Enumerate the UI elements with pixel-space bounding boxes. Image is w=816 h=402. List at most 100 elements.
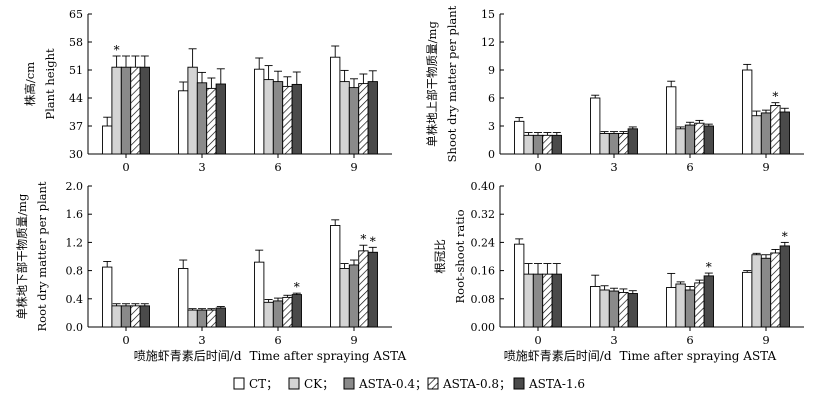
- x-tick-label: 6: [686, 333, 693, 347]
- bar-asta-0-4-day-9: [348, 87, 360, 155]
- bar-asta-0-4-day-0: [532, 134, 544, 155]
- y-tick-label: 15: [481, 8, 495, 21]
- y-axis-title-zh: 根冠比: [433, 239, 447, 274]
- bar-asta-1-6-day-0: [551, 134, 562, 155]
- legend-label-ck: CK；: [304, 377, 334, 391]
- y-tick-label: 0.24: [471, 236, 496, 249]
- y-axis-title-en: Root dry matter per plant: [35, 181, 49, 331]
- chart-plant-height: 30 37 44 51 58 65 0 3 6 9 * 株高/cm Plant height: [23, 8, 392, 174]
- bar-ct-day-9: [742, 69, 753, 155]
- bar-ct-day-3: [178, 90, 189, 155]
- y-axis-title-zh: 单株地下部干物质量/mg: [15, 193, 29, 319]
- legend-swatch-asta-1-6: [513, 377, 525, 390]
- x-tick-label: 9: [350, 160, 357, 174]
- y-axis-title-zh: 单株地上部干物质量/mg: [425, 21, 439, 147]
- x-tick-label: 0: [122, 160, 129, 174]
- bar-ck-day-3: [187, 309, 198, 328]
- bar-asta-0-8-day-3: [206, 309, 217, 328]
- bar-ct-day-0: [102, 266, 113, 328]
- bar-asta-0-4-day-9: [760, 112, 772, 155]
- y-tick-label: 51: [69, 64, 83, 77]
- bar-asta-0-4-day-3: [196, 82, 208, 155]
- bar-asta-0-8-day-9: [358, 250, 369, 328]
- significance-mark: *: [782, 229, 788, 243]
- significance-mark: *: [370, 234, 376, 248]
- x-tick-label: 0: [534, 333, 541, 347]
- bar-ck-day-0: [523, 273, 534, 328]
- bar-ck-day-0: [111, 66, 122, 155]
- bar-ct-day-6: [254, 68, 265, 155]
- bar-asta-1-6-day-0: [551, 273, 562, 328]
- bar-asta-0-8-day-9: [770, 252, 781, 328]
- bar-asta-1-6-day-3: [627, 293, 638, 328]
- y-tick-label: 0.08: [471, 293, 496, 306]
- x-tick-label: 0: [534, 160, 541, 174]
- chart-root-shoot-ratio: 0.00 0.08 0.16 0.24 0.32 0.40 0 3 6 9 * * 根冠比 Root-sh…: [433, 180, 804, 347]
- x-axis-label-left: 喷施虾青素后时间/d Time after spraying ASTA: [134, 349, 407, 363]
- bar-ck-day-9: [751, 115, 762, 155]
- y-tick-label: 0.16: [471, 265, 496, 278]
- bar-asta-1-6-day-9: [367, 251, 378, 328]
- bar-ct-day-0: [102, 125, 113, 155]
- y-tick-label: 0: [488, 148, 495, 161]
- bar-ck-day-0: [111, 305, 122, 328]
- y-axis-title-en: Plant height: [43, 48, 57, 120]
- legend: CT； CK； ASTA-0.4； ASTA-0.8； ASTA-1.6: [233, 377, 585, 391]
- bar-asta-0-8-day-3: [618, 292, 629, 328]
- bar-asta-0-8-day-6: [282, 296, 293, 328]
- bar-asta-1-6-day-3: [215, 83, 226, 155]
- legend-swatch-asta-0-8: [427, 377, 439, 390]
- bar-asta-0-4-day-6: [272, 81, 284, 155]
- y-axis-title-zh: 株高/cm: [23, 62, 37, 106]
- bar-asta-0-8-day-0: [542, 273, 553, 328]
- bar-asta-1-6-day-0: [139, 66, 150, 155]
- significance-mark: *: [294, 280, 300, 294]
- y-tick-label: 30: [69, 148, 83, 161]
- bar-ct-day-6: [254, 261, 265, 328]
- bar-asta-1-6-day-3: [627, 128, 638, 155]
- y-tick-label: 9: [488, 64, 495, 77]
- bar-ck-day-9: [339, 81, 350, 155]
- x-tick-label: 3: [610, 333, 617, 347]
- bar-ck-day-6: [675, 128, 686, 155]
- y-tick-label: 0.32: [471, 208, 496, 221]
- legend-swatch-asta-0-4: [343, 377, 355, 390]
- y-tick-label: 1.2: [66, 236, 84, 249]
- y-tick-label: 12: [481, 36, 495, 49]
- bar-asta-0-4-day-0: [120, 66, 132, 155]
- bar-asta-0-8-day-6: [282, 85, 293, 155]
- bar-asta-0-4-day-9: [348, 264, 360, 328]
- bar-asta-1-6-day-9: [779, 245, 790, 328]
- x-tick-label: 6: [686, 160, 693, 174]
- bar-asta-0-4-day-3: [608, 290, 620, 328]
- bar-ck-day-6: [263, 301, 274, 328]
- bar-asta-1-6-day-3: [215, 307, 226, 328]
- bar-ct-day-3: [590, 97, 601, 155]
- y-tick-label: 44: [69, 92, 83, 105]
- legend-label-ct: CT；: [249, 377, 278, 391]
- y-axis-title-en: Shoot dry matter per plant: [445, 5, 459, 162]
- bar-asta-1-6-day-6: [291, 83, 302, 155]
- bar-asta-0-8-day-0: [130, 66, 141, 155]
- bar-ct-day-9: [330, 56, 341, 155]
- legend-label-asta-0-8: ASTA-0.8；: [442, 377, 511, 391]
- y-tick-label: 2.0: [66, 180, 84, 193]
- bar-ck-day-6: [263, 79, 274, 155]
- y-tick-label: 6: [488, 92, 495, 105]
- bar-ct-day-0: [514, 243, 525, 328]
- bar-ct-day-3: [178, 268, 189, 328]
- bar-ct-day-3: [590, 286, 601, 328]
- bar-asta-0-8-day-6: [694, 282, 705, 328]
- legend-label-asta-1-6: ASTA-1.6: [528, 377, 585, 391]
- x-tick-label: 6: [274, 333, 281, 347]
- bar-asta-0-4-day-3: [196, 309, 208, 328]
- bar-ct-day-9: [742, 271, 753, 328]
- significance-mark: *: [772, 90, 778, 104]
- bar-asta-1-6-day-9: [779, 111, 790, 155]
- y-tick-label: 0.0: [66, 321, 84, 334]
- bar-asta-0-8-day-9: [358, 83, 369, 155]
- bar-ck-day-6: [675, 283, 686, 328]
- bar-asta-1-6-day-0: [139, 305, 150, 328]
